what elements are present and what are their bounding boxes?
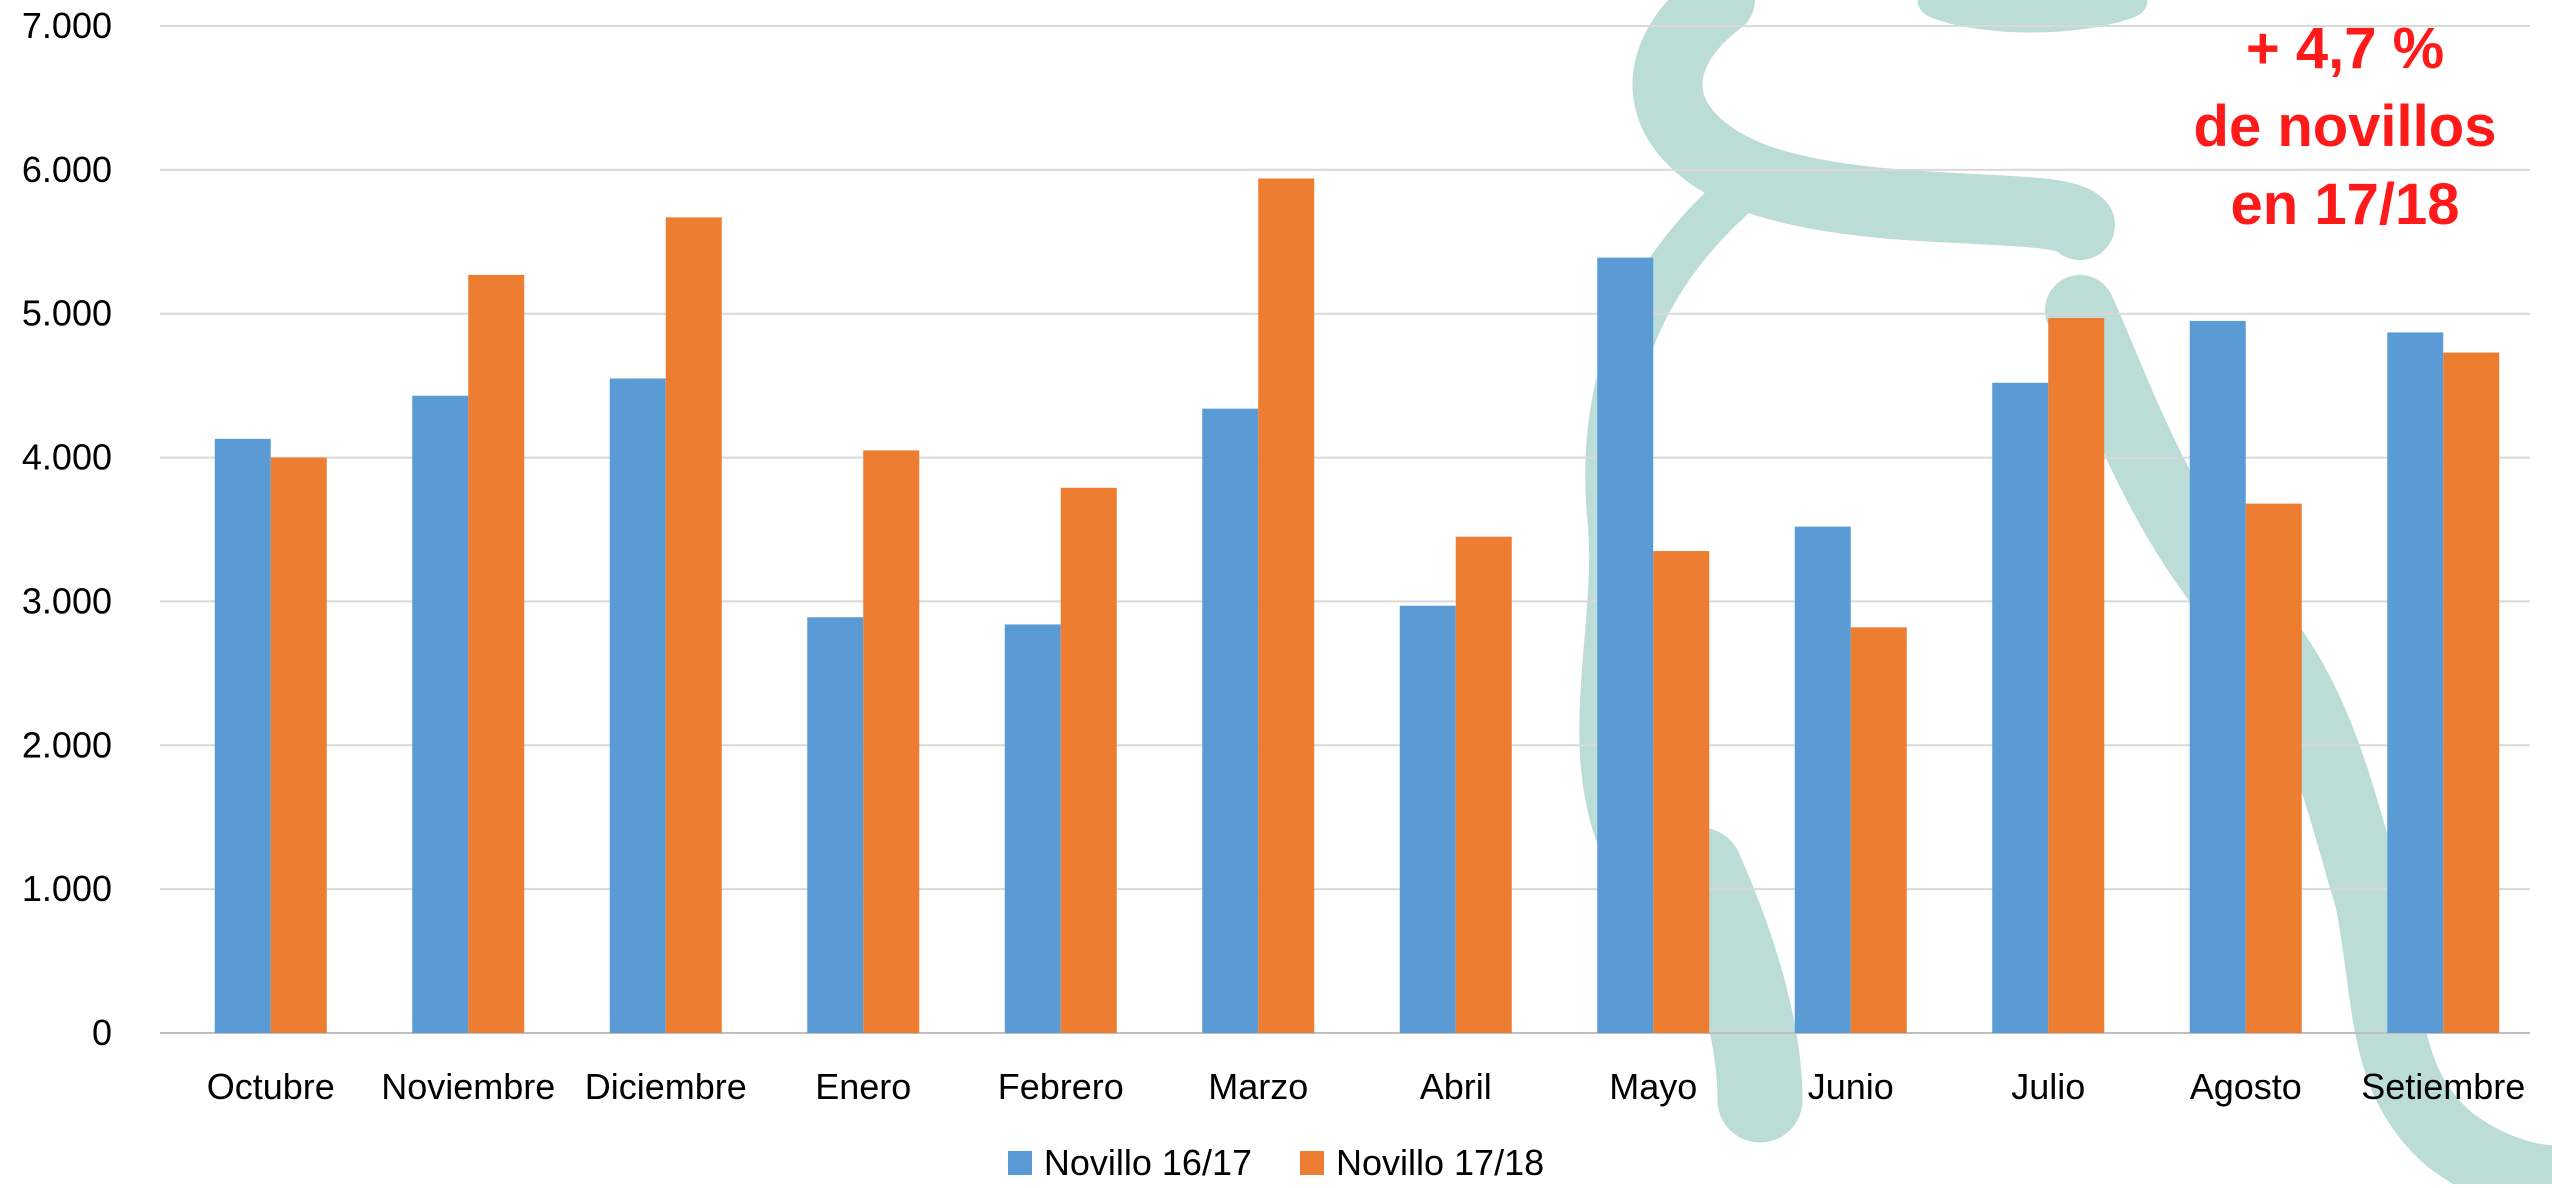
y-tick-label: 4.000 [22,437,112,478]
bar-mayo-series-2 [1653,551,1709,1033]
x-tick-label: Julio [2011,1066,2085,1107]
x-axis-ticks: Octubre Noviembre Diciembre Enero Febrero Mar… [207,1066,2526,1107]
growth-annotation: + 4,7 % de novillos en 17/18 [2180,10,2510,244]
y-tick-label: 0 [92,1012,112,1053]
y-tick-label: 3.000 [22,580,112,621]
y-tick-label: 5.000 [22,293,112,334]
x-tick-label: Agosto [2190,1066,2302,1107]
x-tick-label: Abril [1420,1066,1492,1107]
bar-diciembre-series-1 [610,378,666,1033]
x-tick-label: Enero [815,1066,911,1107]
bar-agosto-series-1 [2190,321,2246,1033]
x-tick-label: Octubre [207,1066,335,1107]
legend-label-series-1: Novillo 16/17 [1044,1142,1252,1184]
bar-junio-series-1 [1795,527,1851,1033]
bar-febrero-series-2 [1061,488,1117,1033]
y-tick-label: 1.000 [22,868,112,909]
x-tick-label: Noviembre [381,1066,555,1107]
bar-octubre-series-1 [215,439,271,1033]
bars [215,178,2500,1033]
y-axis-ticks: 0 1.000 2.000 3.000 4.000 5.000 6.000 7.000 [22,5,112,1053]
bar-marzo-series-2 [1258,178,1314,1033]
bar-setiembre-series-1 [2387,332,2443,1033]
x-tick-label: Marzo [1208,1066,1308,1107]
bar-febrero-series-1 [1005,624,1061,1033]
bar-octubre-series-2 [271,458,327,1033]
y-tick-label: 2.000 [22,724,112,765]
legend-item-series-1: Novillo 16/17 [1008,1142,1252,1184]
bar-abril-series-1 [1400,606,1456,1033]
bar-noviembre-series-2 [468,275,524,1033]
bar-diciembre-series-2 [666,217,722,1033]
y-tick-label: 7.000 [22,5,112,46]
bar-agosto-series-2 [2246,504,2302,1033]
x-tick-label: Junio [1808,1066,1894,1107]
bar-enero-series-1 [807,617,863,1033]
bar-noviembre-series-1 [412,396,468,1033]
bar-mayo-series-1 [1597,258,1653,1033]
bar-julio-series-1 [1992,383,2048,1033]
x-tick-label: Mayo [1609,1066,1697,1107]
legend: Novillo 16/17 Novillo 17/18 [0,1138,2552,1188]
bar-setiembre-series-2 [2443,353,2499,1033]
bar-abril-series-2 [1456,537,1512,1033]
x-tick-label: Diciembre [585,1066,747,1107]
bar-enero-series-2 [863,450,919,1033]
legend-label-series-2: Novillo 17/18 [1336,1142,1544,1184]
y-tick-label: 6.000 [22,149,112,190]
bar-marzo-series-1 [1202,409,1258,1033]
x-tick-label: Setiembre [2361,1066,2525,1107]
legend-item-series-2: Novillo 17/18 [1300,1142,1544,1184]
annotation-line-1: + 4,7 % [2180,10,2510,88]
annotation-line-3: en 17/18 [2180,166,2510,244]
bar-julio-series-2 [2048,318,2104,1033]
legend-swatch-series-1 [1008,1151,1032,1175]
legend-swatch-series-2 [1300,1151,1324,1175]
bar-junio-series-2 [1851,627,1907,1033]
annotation-line-2: de novillos [2180,88,2510,166]
x-tick-label: Febrero [998,1066,1124,1107]
